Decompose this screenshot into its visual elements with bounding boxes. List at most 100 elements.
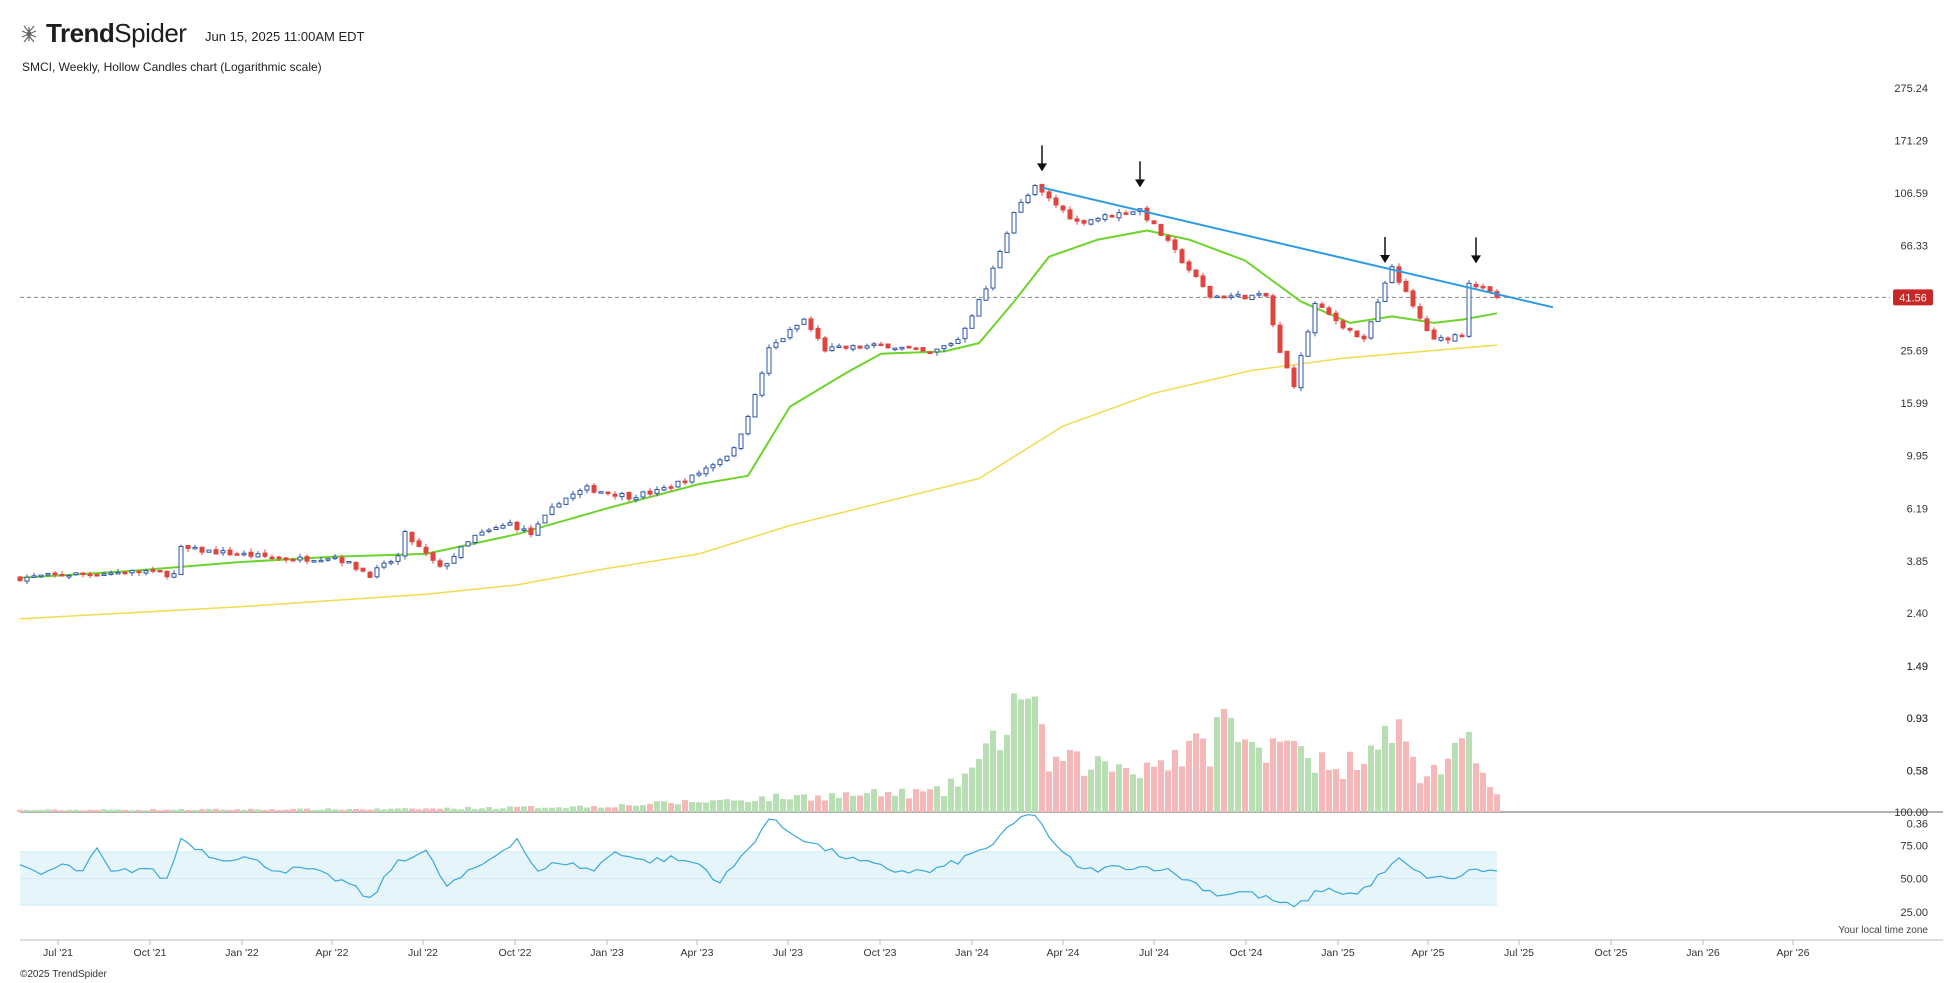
volume-bar bbox=[1053, 756, 1059, 812]
volume-bar bbox=[1025, 698, 1031, 812]
volume-bar bbox=[381, 809, 387, 812]
volume-bar bbox=[1046, 771, 1052, 812]
timezone-note: Your local time zone bbox=[1838, 925, 1928, 936]
candle-body bbox=[318, 559, 324, 563]
candle-body bbox=[1123, 212, 1129, 215]
volume-bar bbox=[437, 808, 443, 812]
volume-bar bbox=[360, 809, 366, 812]
descending-trendline[interactable] bbox=[1041, 186, 1554, 309]
volume-bar bbox=[990, 730, 996, 812]
volume-bar bbox=[626, 805, 632, 812]
volume-bar bbox=[143, 810, 149, 812]
candle-body bbox=[122, 571, 128, 575]
volume-bar bbox=[1326, 769, 1332, 812]
candle-body bbox=[409, 531, 415, 543]
volume-bar bbox=[535, 808, 541, 812]
volume-bar bbox=[45, 809, 51, 812]
price-axis-tick: 1.49 bbox=[1907, 661, 1928, 673]
volume-bar bbox=[962, 773, 968, 812]
volume-bar bbox=[367, 809, 373, 812]
candle-body bbox=[682, 480, 688, 484]
candle-body bbox=[290, 559, 296, 562]
candle-body bbox=[1466, 282, 1472, 337]
volume-bar bbox=[661, 801, 667, 812]
volume-bar bbox=[52, 809, 58, 812]
candle-body bbox=[1025, 194, 1031, 204]
volume-bar bbox=[745, 802, 751, 812]
candle-body bbox=[836, 345, 842, 348]
candle-body bbox=[577, 490, 583, 495]
candle-body bbox=[941, 345, 947, 350]
rsi-line bbox=[19, 814, 1498, 908]
volume-bar bbox=[1459, 738, 1465, 812]
volume-bar bbox=[885, 792, 891, 812]
candle-body bbox=[1347, 327, 1353, 331]
candle-body bbox=[1067, 209, 1073, 220]
candle-body bbox=[115, 571, 121, 575]
volume-bar bbox=[325, 808, 331, 812]
x-axis-tick: Jan '26 bbox=[1686, 947, 1720, 959]
candle-body bbox=[507, 522, 513, 526]
candle-body bbox=[353, 561, 359, 570]
volume-bar bbox=[1396, 719, 1402, 812]
candle-body bbox=[899, 346, 905, 350]
volume-bar bbox=[640, 805, 646, 812]
candle-body bbox=[969, 315, 975, 329]
candle-body bbox=[794, 324, 800, 330]
x-axis-tick: Oct '22 bbox=[499, 947, 532, 959]
candle-body bbox=[472, 534, 478, 543]
volume-bar bbox=[185, 810, 191, 812]
candle-body bbox=[143, 570, 149, 574]
volume-bar bbox=[892, 795, 898, 812]
volume-bar bbox=[619, 804, 625, 812]
volume-bar bbox=[556, 807, 562, 812]
volume-bar bbox=[682, 800, 688, 812]
candle-body bbox=[913, 347, 919, 350]
volume-bar bbox=[472, 809, 478, 812]
candle-body bbox=[1340, 320, 1346, 329]
volume-bar bbox=[269, 809, 275, 812]
volume-bar bbox=[1340, 779, 1346, 812]
volume-bar bbox=[570, 806, 576, 812]
moving-average-short bbox=[19, 229, 1498, 579]
candle-body bbox=[1249, 294, 1255, 301]
volume-bar bbox=[941, 796, 947, 812]
candle-body bbox=[934, 348, 940, 353]
volume-bar bbox=[857, 795, 863, 812]
volume-bar bbox=[311, 809, 317, 812]
volume-bar bbox=[703, 802, 709, 812]
volume-bar bbox=[1004, 734, 1010, 812]
candle-body bbox=[402, 530, 408, 557]
volume-bar bbox=[423, 808, 429, 812]
candle-body bbox=[633, 497, 639, 501]
candle-body bbox=[1144, 207, 1150, 221]
volume-bar bbox=[1235, 742, 1241, 812]
volume-bar bbox=[969, 767, 975, 812]
volume-bar bbox=[773, 793, 779, 812]
candle-body bbox=[598, 491, 604, 494]
candle-body bbox=[528, 527, 534, 536]
candle-body bbox=[1424, 318, 1430, 332]
candle-body bbox=[388, 561, 394, 564]
volume-bar bbox=[1284, 740, 1290, 812]
volume-bar bbox=[1354, 770, 1360, 812]
candle-body bbox=[1172, 239, 1178, 250]
volume-bar bbox=[157, 810, 163, 812]
volume-bar bbox=[199, 809, 205, 812]
volume-bar bbox=[115, 809, 121, 812]
volume-bar bbox=[276, 810, 282, 812]
volume-bar bbox=[66, 809, 72, 812]
candle-body bbox=[1431, 329, 1437, 340]
volume-bar bbox=[780, 799, 786, 812]
candle-body bbox=[962, 327, 968, 340]
candle-body bbox=[1060, 205, 1066, 211]
candle-body bbox=[997, 250, 1003, 269]
candle-body bbox=[234, 553, 240, 556]
x-axis-tick: Jul '23 bbox=[773, 947, 803, 959]
volume-bar bbox=[227, 809, 233, 812]
candle-body bbox=[332, 556, 338, 560]
candle-body bbox=[255, 553, 261, 558]
volume-bar bbox=[262, 809, 268, 812]
volume-bar bbox=[178, 808, 184, 812]
